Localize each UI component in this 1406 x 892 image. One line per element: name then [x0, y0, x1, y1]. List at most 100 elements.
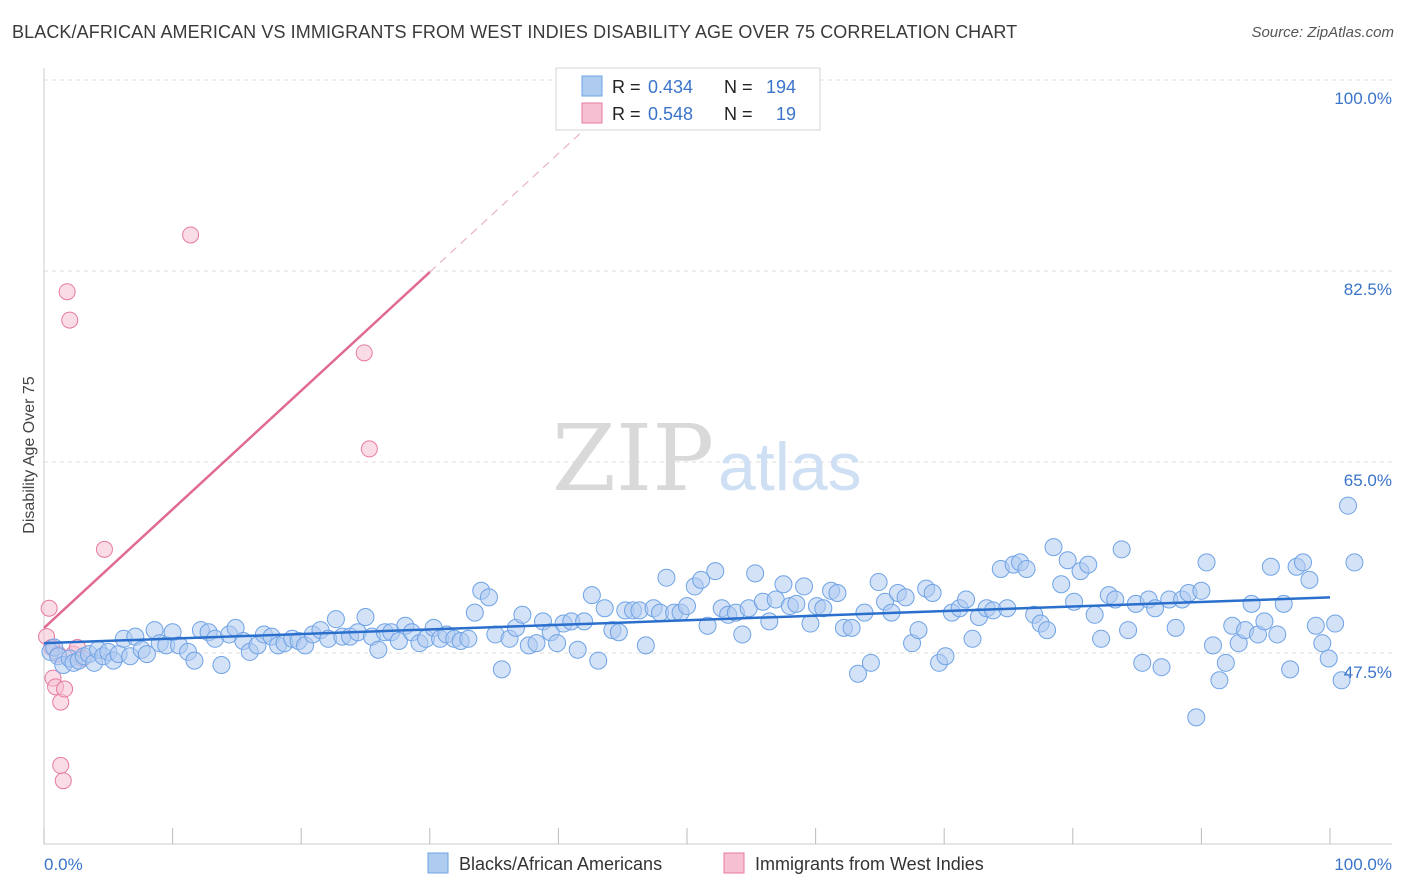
data-point-blacks — [326, 610, 345, 629]
data-point-west-indies — [58, 283, 76, 301]
data-point-blacks — [1339, 496, 1358, 515]
data-point-blacks — [1192, 581, 1211, 600]
data-point-blacks — [185, 651, 204, 670]
data-point-blacks — [1044, 538, 1063, 557]
data-point-blacks — [1345, 553, 1364, 572]
data-point-blacks — [1268, 625, 1287, 644]
data-point-blacks — [1261, 557, 1280, 576]
legend-n-value: 194 — [766, 77, 796, 97]
legend-swatch-blue — [581, 75, 603, 97]
data-point-blacks — [492, 660, 511, 679]
data-point-blacks — [356, 607, 375, 626]
legend-r-label: R = — [612, 77, 641, 97]
data-point-blacks — [1306, 616, 1325, 635]
data-point-west-indies — [95, 540, 113, 558]
data-point-blacks — [1242, 594, 1261, 613]
data-point-blacks — [1300, 570, 1319, 589]
data-point-blacks — [828, 583, 847, 602]
data-point-blacks — [212, 656, 231, 675]
data-point-west-indies — [61, 311, 79, 329]
data-point-blacks — [1152, 658, 1171, 677]
y-tick-label: 47.5% — [1344, 663, 1392, 682]
chart-title: BLACK/AFRICAN AMERICAN VS IMMIGRANTS FRO… — [12, 22, 1018, 42]
legend-r-label: R = — [612, 104, 641, 124]
data-point-blacks — [636, 636, 655, 655]
data-point-blacks — [1133, 653, 1152, 672]
x-tick-label: 100.0% — [1334, 855, 1392, 874]
data-point-blacks — [389, 631, 408, 650]
data-point-blacks — [369, 640, 388, 659]
data-point-west-indies — [40, 599, 58, 617]
data-point-west-indies — [182, 226, 200, 244]
data-point-blacks — [1119, 621, 1138, 640]
data-point-blacks — [733, 625, 752, 644]
data-point-blacks — [936, 647, 955, 666]
data-point-blacks — [1216, 653, 1235, 672]
data-point-blacks — [1203, 636, 1222, 655]
data-point-blacks — [1017, 559, 1036, 578]
data-point-blacks — [795, 577, 814, 596]
trend-line-west-indies-extension — [429, 93, 624, 273]
data-point-west-indies — [52, 756, 70, 774]
data-point-blacks — [957, 590, 976, 609]
data-point-blacks — [1052, 575, 1071, 594]
y-tick-label: 82.5% — [1344, 280, 1392, 299]
data-point-blacks — [609, 623, 628, 642]
bottom-legend-label: Blacks/African Americans — [459, 854, 662, 874]
data-point-blacks — [787, 594, 806, 613]
data-point-blacks — [479, 588, 498, 607]
chart-source: Source: ZipAtlas.com — [1251, 24, 1394, 41]
data-point-blacks — [1197, 553, 1216, 572]
data-point-blacks — [1319, 649, 1338, 668]
data-point-blacks — [1058, 551, 1077, 570]
data-point-blacks — [698, 616, 717, 635]
trend-lines — [43, 93, 1331, 645]
legend-n-label: N = — [724, 77, 753, 97]
data-point-blacks — [459, 629, 478, 648]
x-axis-ticks — [43, 828, 1331, 844]
data-point-blacks — [814, 599, 833, 618]
data-point-blacks — [548, 634, 567, 653]
watermark-atlas: atlas — [718, 429, 862, 505]
data-point-blacks — [849, 664, 868, 683]
legend-n-label: N = — [724, 104, 753, 124]
data-point-blacks — [657, 568, 676, 587]
data-point-blacks — [568, 640, 587, 659]
data-point-blacks — [1255, 612, 1274, 631]
data-point-blacks — [963, 629, 982, 648]
data-point-blacks — [137, 645, 156, 664]
series-west-indies-points — [38, 226, 378, 790]
trend-line-blacks — [43, 596, 1331, 645]
data-point-blacks — [896, 588, 915, 607]
data-point-blacks — [575, 612, 594, 631]
legend-r-value: 0.434 — [648, 77, 693, 97]
data-point-blacks — [692, 570, 711, 589]
data-point-blacks — [746, 564, 765, 583]
data-point-blacks — [527, 634, 546, 653]
data-point-blacks — [1085, 605, 1104, 624]
series-blacks-points — [41, 496, 1364, 727]
legend-n-value: 19 — [776, 104, 796, 124]
data-point-blacks — [1187, 708, 1206, 727]
bottom-legend-swatch-pink — [723, 852, 745, 874]
data-point-blacks — [513, 605, 532, 624]
bottom-legend-label: Immigrants from West Indies — [755, 854, 984, 874]
data-point-blacks — [589, 651, 608, 670]
legend: R = 0.434 N = 194 R = 0.548 N = 19 — [555, 67, 821, 131]
data-point-west-indies — [54, 772, 72, 790]
x-tick-label: 0.0% — [44, 855, 83, 874]
watermark-zip: ZIP — [552, 405, 714, 512]
data-point-blacks — [923, 583, 942, 602]
data-point-blacks — [1112, 540, 1131, 559]
data-point-west-indies — [56, 680, 74, 698]
bottom-legend: Blacks/African Americans Immigrants from… — [427, 852, 984, 874]
data-point-blacks — [760, 612, 779, 631]
data-point-blacks — [1332, 671, 1351, 690]
data-point-blacks — [582, 586, 601, 605]
data-point-blacks — [706, 562, 725, 581]
data-point-blacks — [1313, 634, 1332, 653]
legend-r-value: 0.548 — [648, 104, 693, 124]
data-point-blacks — [1038, 621, 1057, 640]
y-axis-label: Disability Age Over 75 — [21, 376, 38, 534]
